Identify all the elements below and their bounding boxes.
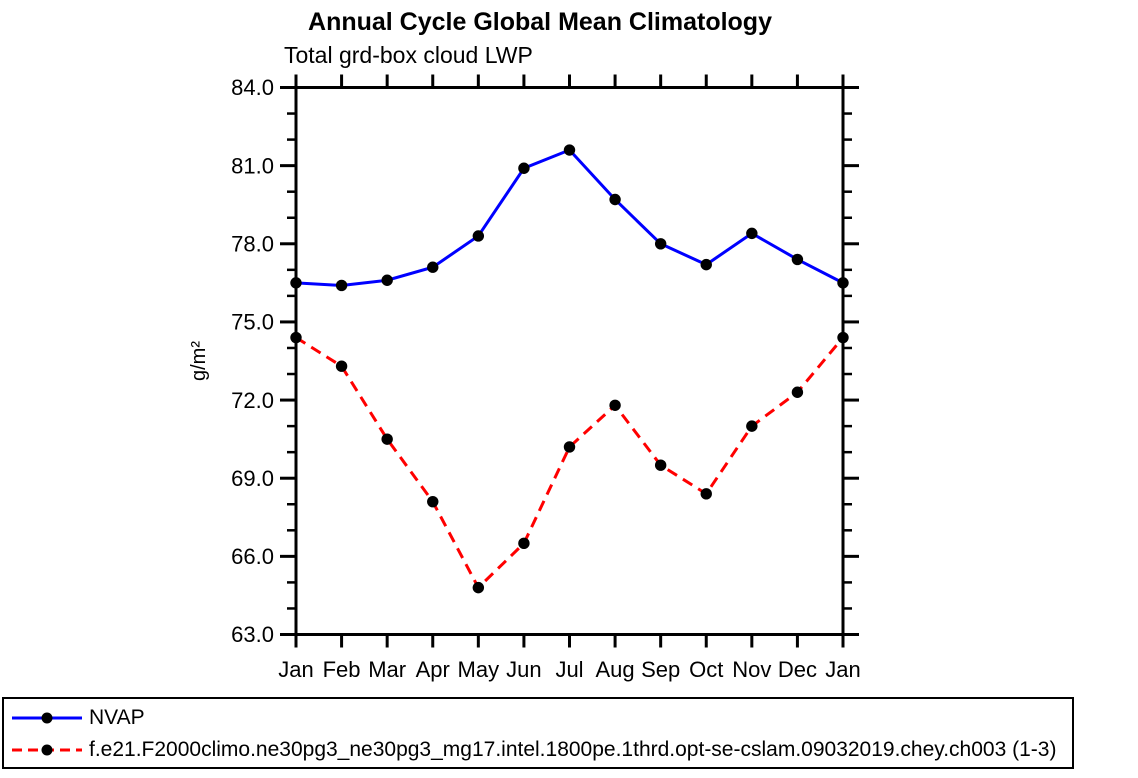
- data-point-series-0: [609, 193, 621, 206]
- data-point-series-1: [427, 495, 439, 508]
- data-point-series-1: [472, 581, 485, 594]
- plot-area: g/m² Jan Feb Mar Apr May Jun Jul Aug Sep Oct Nov De…: [188, 74, 861, 682]
- data-point-series-1: [837, 331, 849, 344]
- data-point-series-1: [654, 459, 667, 471]
- data-point-series-0: [746, 227, 758, 240]
- legend-label-nvap: NVAP: [89, 706, 145, 729]
- data-point-series-1: [290, 331, 302, 344]
- data-point-series-0: [700, 258, 712, 271]
- y-tick-label: 69.0: [231, 466, 274, 491]
- x-tick-label: Dec: [778, 657, 817, 682]
- legend-item-nvap: NVAP: [10, 703, 1072, 733]
- y-axis-label: g/m²: [188, 341, 210, 381]
- y-tick-label: 84.0: [231, 75, 274, 100]
- x-tick-label: May: [458, 657, 500, 682]
- x-tick-label: Mar: [368, 657, 406, 682]
- data-point-series-0: [837, 277, 849, 289]
- x-tick-label: Oct: [689, 657, 723, 682]
- y-tick-label: 75.0: [231, 310, 274, 335]
- x-tick-label: Jun: [506, 657, 541, 682]
- data-point-series-0: [563, 144, 576, 156]
- data-point-series-0: [472, 230, 485, 242]
- y-tick-label: 63.0: [231, 622, 274, 647]
- data-point-series-0: [427, 261, 439, 273]
- x-tick-label: Jan: [825, 657, 860, 682]
- legend-swatch-marker: [41, 712, 53, 724]
- x-tick-label: Apr: [416, 657, 450, 682]
- y-tick-label: 72.0: [231, 388, 274, 413]
- x-tick-label: Jan: [278, 657, 313, 682]
- data-point-series-0: [335, 279, 348, 292]
- data-point-series-0: [518, 162, 530, 174]
- y-tick-label: 81.0: [231, 153, 274, 178]
- model-case-line-swatch: [12, 744, 82, 756]
- series-line-0: [295, 148, 844, 287]
- y-tick-label: 78.0: [231, 231, 274, 256]
- data-point-series-0: [290, 277, 302, 289]
- data-point-series-1: [700, 488, 712, 500]
- x-tick-label: Feb: [323, 657, 361, 682]
- legend-item-model-case: f.e21.F2000climo.ne30pg3_ne30pg3_mg17.in…: [10, 735, 1072, 765]
- data-point-series-0: [381, 274, 393, 286]
- x-tick-label: Nov: [732, 657, 771, 682]
- data-point-series-0: [654, 238, 667, 250]
- y-tick-label: 66.0: [231, 544, 274, 569]
- data-point-series-1: [563, 441, 576, 453]
- data-point-series-1: [609, 399, 621, 411]
- x-tick-label: Aug: [596, 657, 635, 682]
- chart-subtitle: Total grd-box cloud LWP: [284, 42, 533, 68]
- data-point-series-1: [518, 537, 530, 550]
- legend-swatch-marker: [41, 744, 53, 756]
- series-line-1: [295, 336, 845, 591]
- data-point-series-1: [381, 433, 393, 445]
- x-tick-label: Sep: [641, 657, 680, 682]
- chart-title: Annual Cycle Global Mean Climatology: [308, 8, 772, 36]
- data-point-series-1: [746, 420, 758, 432]
- legend-label-model-case: f.e21.F2000climo.ne30pg3_ne30pg3_mg17.in…: [89, 738, 1057, 761]
- data-point-series-0: [791, 253, 804, 266]
- data-point-series-1: [791, 386, 804, 398]
- data-point-series-1: [335, 360, 348, 372]
- legend-box: NVAP f.e21.F2000climo.ne30pg3_ne30pg3_mg…: [2, 697, 1074, 769]
- nvap-line-swatch: [12, 712, 82, 724]
- x-tick-label: Jul: [555, 657, 583, 682]
- plot-frame: [294, 86, 845, 636]
